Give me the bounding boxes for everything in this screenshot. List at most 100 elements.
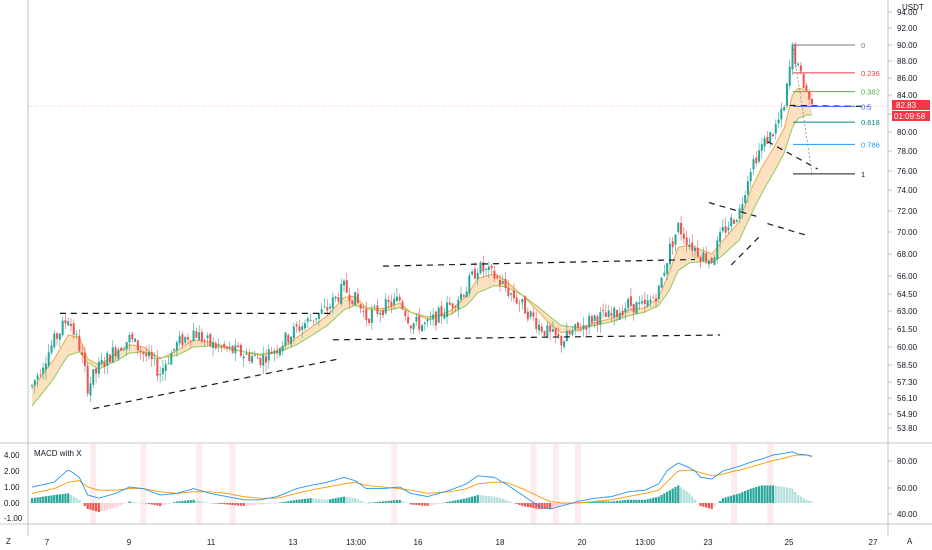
candle-body <box>454 306 457 308</box>
macd-histogram-bar <box>613 501 616 503</box>
macd-histogram-bar <box>262 503 265 505</box>
candle-body <box>604 312 607 317</box>
fib-trend-line <box>792 44 813 174</box>
macd-histogram-bar <box>649 498 652 503</box>
candle-body <box>649 299 652 303</box>
candle-body <box>273 350 276 354</box>
candle-body <box>638 302 641 304</box>
candle-body <box>565 330 568 342</box>
candle-body <box>248 353 251 361</box>
candle-body <box>142 351 145 355</box>
macd-highlight-band <box>90 444 97 524</box>
macd-histogram-bar <box>512 503 516 504</box>
macd-histogram-bar <box>571 503 574 504</box>
time-axis[interactable]: 7 9 11 13 13:00 16 18 20 13:00 23 25 27 <box>45 538 878 547</box>
macd-histogram-bar <box>234 503 237 506</box>
macd-histogram-bar <box>746 489 750 503</box>
candle-body <box>783 107 786 111</box>
candle-body <box>476 272 479 280</box>
candle-body <box>131 333 134 340</box>
macd-histogram-bar <box>55 494 59 503</box>
macd-histogram-bar <box>69 495 73 503</box>
macd-histogram-bar <box>61 494 64 503</box>
macd-histogram-bar <box>501 499 504 503</box>
macd-right-tick-label: 40.00 <box>897 510 918 519</box>
candle-body <box>538 324 540 331</box>
candle-body <box>86 365 89 394</box>
candle-body <box>535 318 538 330</box>
candle-body <box>593 315 596 321</box>
macd-histogram-bar <box>621 500 624 503</box>
macd-histogram-bar <box>454 500 457 503</box>
candle-body <box>526 311 529 320</box>
macd-histogram-bar <box>462 498 465 503</box>
macd-histogram-bar <box>284 501 287 503</box>
macd-histogram-bar <box>159 503 162 506</box>
macd-histogram-bar <box>242 503 245 506</box>
price-axis[interactable]: 94.0092.0090.0088.0086.0084.0082.0080.00… <box>888 8 918 433</box>
pattern-lines[interactable] <box>59 104 868 410</box>
candle-body <box>42 367 45 374</box>
macd-histogram-bar <box>685 491 688 503</box>
candle-body <box>404 311 407 317</box>
candle-body <box>92 369 95 385</box>
candle-body <box>251 356 254 363</box>
macd-histogram-bar <box>342 496 346 503</box>
candle-body <box>95 368 98 374</box>
macd-histogram-bar <box>624 500 627 503</box>
macd-histogram-bar <box>755 487 758 503</box>
macd-histogram-bar <box>646 499 649 503</box>
macd-histogram-bar <box>599 501 602 503</box>
zoom-icon[interactable]: Z <box>6 537 11 546</box>
candle-body <box>75 334 78 336</box>
macd-highlight-band <box>530 444 537 524</box>
macd-histogram-bar <box>771 485 775 503</box>
macd-histogram-bar <box>404 502 407 503</box>
macd-histogram-bar <box>211 503 215 504</box>
candle-body <box>749 171 752 182</box>
macd-histogram-bar <box>203 501 206 503</box>
candle-body <box>766 136 769 144</box>
candle-body <box>769 132 772 143</box>
macd-histogram-bar <box>303 498 307 503</box>
macd-highlight-band <box>767 444 774 524</box>
macd-histogram-bar <box>354 498 357 503</box>
candle-body <box>616 310 618 317</box>
candle-body <box>705 253 708 262</box>
price-tick-label: 53.80 <box>897 424 918 433</box>
candle-body <box>512 290 515 299</box>
candle-body <box>596 316 599 325</box>
macd-histogram-bar <box>186 500 190 503</box>
candle-body <box>320 309 323 314</box>
candle-body <box>471 271 474 275</box>
candle-body <box>58 333 61 340</box>
macd-highlight-band <box>575 444 581 524</box>
macd-histogram-bar <box>468 497 471 503</box>
candle-body <box>702 252 705 261</box>
candle-body <box>448 302 451 305</box>
auto-scale-icon[interactable]: A <box>907 537 913 546</box>
candle-body <box>772 134 774 137</box>
candle-body <box>173 348 176 351</box>
macd-histogram-bar <box>707 503 711 509</box>
candle-body <box>175 342 178 351</box>
macd-histogram-bar <box>301 499 304 503</box>
macd-histogram-bar <box>560 503 563 506</box>
macd-histogram-bar <box>423 503 426 506</box>
fibonacci-retracement[interactable]: 0 0.236 0.382 0.5 0.618 0.786 1 <box>792 41 880 179</box>
candle-body <box>507 287 510 296</box>
candle-body <box>429 318 432 320</box>
fib-level-label: 0.236 <box>861 69 880 78</box>
price-tick-label: 78.00 <box>897 147 918 156</box>
candle-body <box>159 373 162 375</box>
macd-histogram-bar <box>484 495 488 503</box>
macd-histogram-bar <box>58 494 61 503</box>
candle-body <box>585 325 588 330</box>
macd-histogram-bar <box>237 503 240 506</box>
macd-signal-line <box>31 454 813 504</box>
macd-histogram-bar <box>225 503 229 505</box>
candle-body <box>446 302 449 317</box>
macd-highlight-bands <box>90 444 774 524</box>
candle-body <box>415 316 418 322</box>
